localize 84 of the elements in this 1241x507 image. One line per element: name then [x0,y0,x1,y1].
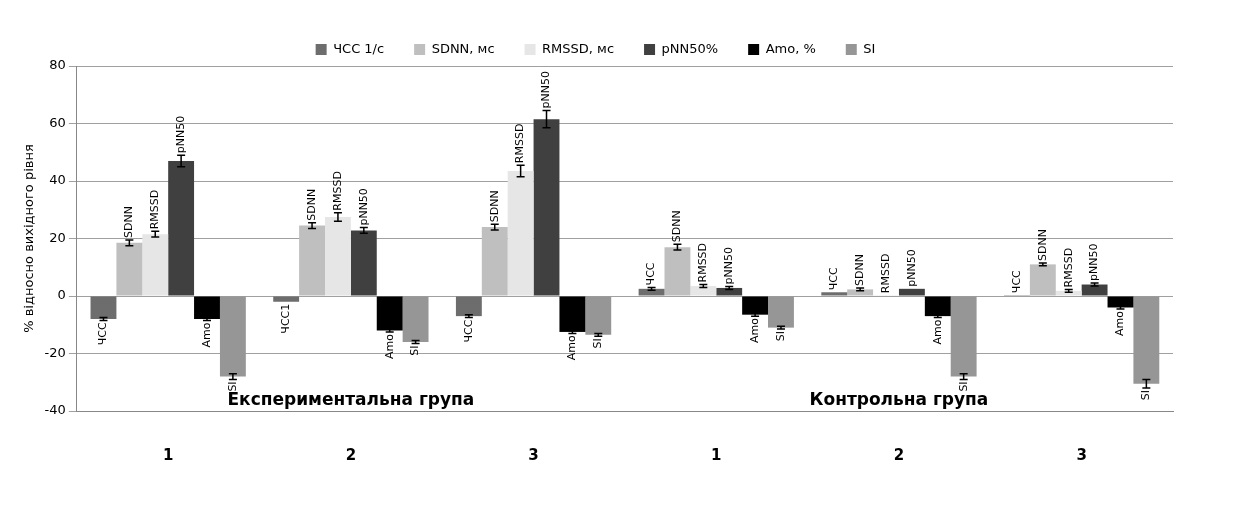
data-label: ЧСС [644,262,658,286]
bar [90,296,117,319]
x-tick-label: 2 [345,445,357,464]
x-tick-label: 1 [162,445,174,464]
data-label: RMSSD [148,189,162,230]
data-label: pNN50 [539,71,553,109]
bar [350,230,377,296]
data-label: SI [225,381,239,392]
data-label: pNN50 [356,188,370,226]
data-label: RMSSD [330,171,344,211]
bar [1029,264,1056,296]
bar [142,234,169,296]
data-label: ЧСС [1009,269,1023,294]
data-label: SI [1139,390,1153,401]
data-label: Amo [565,335,579,361]
data-label: SDNN [852,254,866,286]
bar [716,287,743,296]
y-tick-label: -20 [44,344,66,360]
bar [194,296,220,319]
bar [116,242,143,296]
data-label: Amo [199,322,213,348]
y-tick-label: 20 [49,229,66,245]
bar [507,170,534,296]
data-label: pNN50 [173,115,187,154]
bar [1055,290,1082,296]
bar [690,285,717,296]
data-label: SDNN [1035,229,1049,261]
data-label: Amo [930,319,944,345]
bar [455,296,482,317]
data-label: RMSSD [513,123,527,164]
data-label: SI [408,345,422,356]
data-label: RMSSD [1061,247,1075,288]
bar [273,296,300,302]
bar [847,289,874,296]
bar [821,292,848,296]
data-label: pNN50 [904,249,918,287]
data-label: SI [773,331,787,342]
legend-label: Amo, % [765,40,816,56]
data-label: ЧСС [96,322,110,346]
legend-label: SDNN, мс [431,40,495,56]
data-label: Amo [747,317,761,344]
data-label: RMSSD [696,242,710,283]
x-tick-label: 3 [1076,445,1087,464]
legend-label: SI [863,40,876,56]
bar [1107,296,1134,308]
legend-label: pNN50% [661,40,719,56]
bar [376,296,403,331]
y-axis-title: % відносно вихідного рівня [21,144,37,333]
data-label: SDNN [304,188,318,221]
y-tick-label: 40 [49,172,66,188]
bar [299,225,325,296]
data-label: SDNN [487,190,501,223]
data-label: SI [591,338,605,349]
bar [1081,284,1108,296]
data-label: ЧСС1 [279,303,293,334]
bar [924,296,951,317]
x-tick-label: 1 [711,445,722,464]
data-label: RMSSD [878,253,892,294]
data-label: pNN50 [722,247,736,285]
bar [533,119,560,296]
bar [324,216,351,296]
bar [168,160,195,296]
data-label: ЧСС [461,319,475,343]
y-tick-label: 0 [57,287,66,303]
data-label: ЧСС [827,267,841,291]
bar [559,296,586,332]
data-label: Amo [382,333,396,359]
x-tick-label: 2 [893,445,905,464]
bar [664,247,691,296]
bar [898,288,925,296]
x-tick-label: 3 [528,445,539,464]
bar [742,296,769,315]
data-label: pNN50 [1087,243,1101,282]
y-tick-label: 60 [49,114,66,130]
y-tick-label: 80 [49,57,66,73]
data-label: SDNN [670,210,684,243]
bar [638,288,665,296]
data-label: Amo [1113,310,1127,336]
bar [481,227,508,296]
y-tick-label: -40 [44,402,66,418]
legend-label: ЧСС 1/с [333,40,385,56]
legend-label: RMSSD, мс [542,40,615,56]
data-label: SDNN [122,206,136,238]
data-label: SI [956,381,970,392]
